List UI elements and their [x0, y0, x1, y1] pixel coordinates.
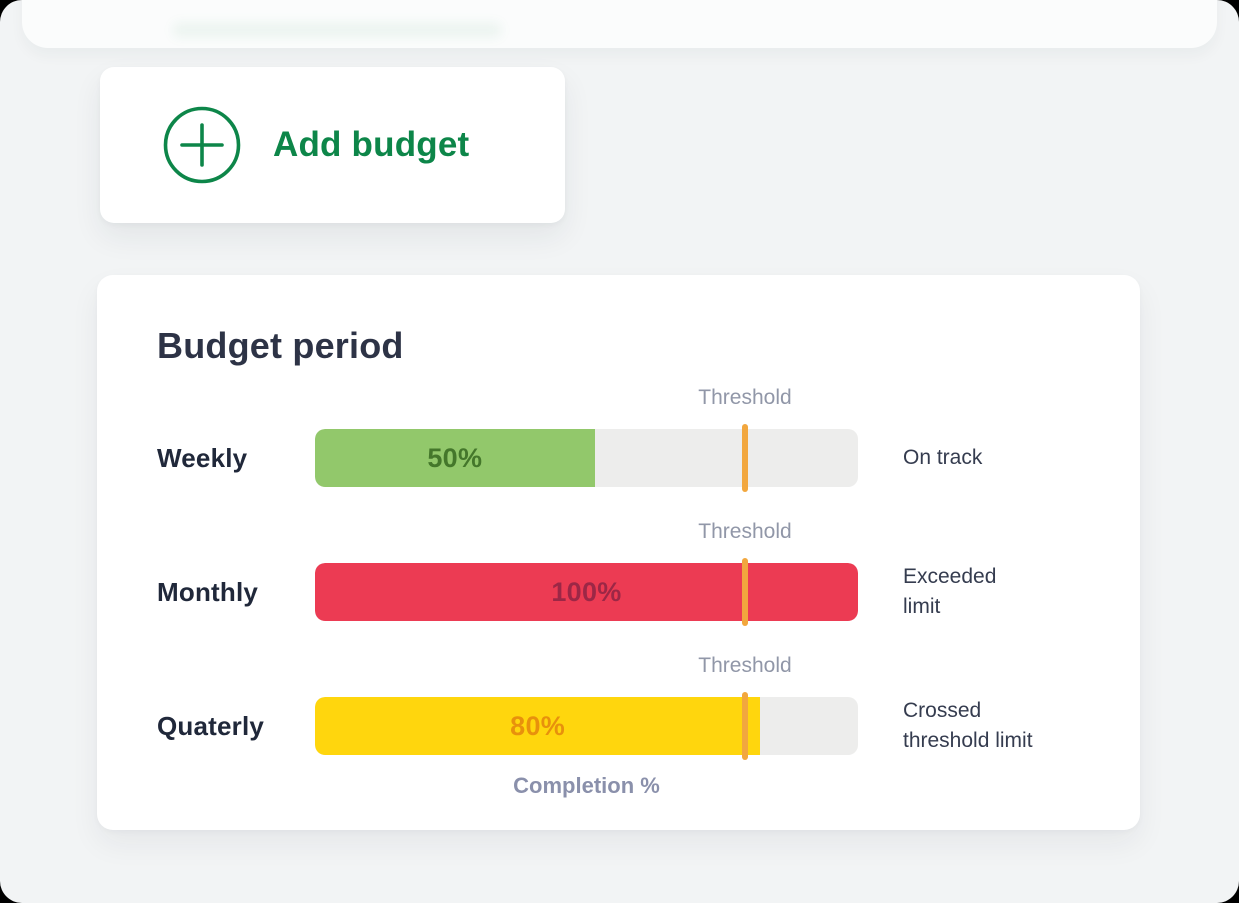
status-line: Exceeded	[903, 565, 997, 588]
period-label-weekly: Weekly	[157, 442, 248, 473]
budget-row-quaterly: Quaterly Threshold 80% Crossed threshold…	[97, 654, 1140, 760]
threshold-marker-monthly	[742, 558, 748, 626]
threshold-marker-weekly	[742, 424, 748, 492]
status-line: limit	[903, 595, 941, 618]
progress-value-quaterly: 80%	[510, 710, 566, 741]
progress-fill-monthly: 100%	[315, 563, 858, 621]
progress-value-monthly: 100%	[551, 576, 622, 607]
add-budget-label: Add budget	[273, 125, 470, 164]
status-line: threshold limit	[903, 729, 1033, 752]
progress-value-weekly: 50%	[427, 442, 483, 473]
completion-axis-label: Completion %	[513, 773, 660, 798]
progress-fill-weekly: 50%	[315, 429, 595, 487]
progress-track-monthly: 100%	[315, 563, 858, 621]
top-cutoff-card	[22, 0, 1217, 48]
threshold-label: Threshold	[698, 386, 792, 409]
status-text-weekly: On track	[903, 426, 1103, 490]
progress-track-weekly: 50%	[315, 429, 858, 487]
budget-row-monthly: Monthly Threshold 100% Exceeded limit	[97, 520, 1140, 626]
budget-period-title: Budget period	[157, 325, 404, 366]
period-label-monthly: Monthly	[157, 576, 259, 607]
progress-fill-quaterly: 80%	[315, 697, 761, 755]
faded-text-artifact	[172, 22, 502, 38]
status-line: Crossed	[903, 699, 982, 722]
period-label-quaterly: Quaterly	[157, 710, 265, 741]
progress-track-quaterly: 80%	[315, 697, 858, 755]
budget-period-card: Budget period Weekly Threshold 50% On tr…	[97, 275, 1140, 830]
budget-row-weekly: Weekly Threshold 50% On track	[97, 386, 1140, 492]
plus-circle-icon	[163, 106, 241, 184]
threshold-label: Threshold	[698, 520, 792, 543]
status-text-quaterly: Crossed threshold limit	[903, 694, 1103, 758]
threshold-label: Threshold	[698, 654, 792, 677]
status-line: On track	[903, 446, 983, 469]
threshold-marker-quaterly	[742, 692, 748, 760]
add-budget-button[interactable]: Add budget	[100, 67, 565, 223]
status-text-monthly: Exceeded limit	[903, 560, 1103, 624]
